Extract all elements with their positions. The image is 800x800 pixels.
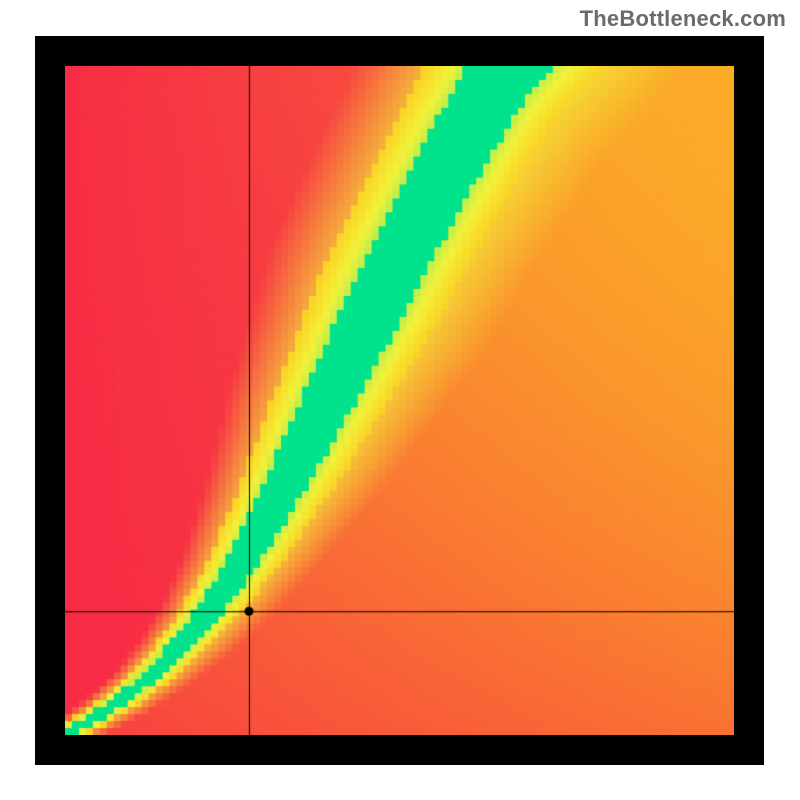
bottleneck-heatmap xyxy=(65,66,734,735)
attribution-text: TheBottleneck.com xyxy=(580,6,786,32)
